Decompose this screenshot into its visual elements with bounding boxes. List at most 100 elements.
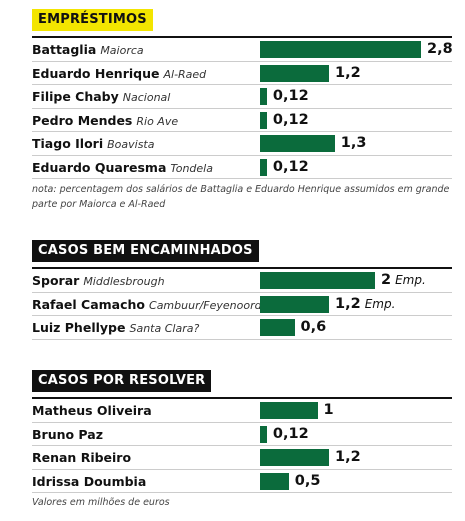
club: Al-Raed	[163, 67, 207, 81]
club: Cambuur/Feyenoord	[149, 298, 262, 312]
rule	[32, 267, 452, 269]
bar	[260, 272, 375, 289]
player-name: Filipe Chaby Nacional	[32, 85, 170, 109]
player: Idrissa Doumbia	[32, 473, 147, 489]
value-label-group: 0,12	[273, 109, 309, 132]
player: Bruno Paz	[32, 426, 103, 442]
player: Luiz Phellype	[32, 320, 126, 335]
row: Eduardo Henrique Al-Raed 1,2	[32, 62, 452, 86]
row: Renan Ribeiro 1,2	[32, 446, 452, 470]
player-name: Rafael Camacho Cambuur/Feyenoord	[32, 293, 262, 317]
bar	[260, 158, 267, 176]
bar	[260, 135, 335, 152]
player: Filipe Chaby	[32, 89, 119, 104]
value-label-group: 1	[324, 399, 334, 422]
value-label: 1,2	[335, 449, 361, 465]
player: Pedro Mendes	[32, 112, 133, 128]
bar	[260, 88, 267, 105]
club: Nacional	[122, 91, 171, 104]
section: CASOS POR RESOLVER Matheus Oliveira 1 Bruno…	[32, 369, 452, 493]
player: Sporar	[32, 273, 80, 288]
row: Idrissa Doumbia 0,5	[32, 470, 452, 493]
club: Rio Ave	[136, 114, 179, 128]
club: Middlesbrough	[83, 275, 165, 288]
player-name: Idrissa Doumbia	[32, 470, 146, 493]
row: Luiz Phellype Santa Clara? 0,6	[32, 316, 452, 340]
section: CASOS BEM ENCAMINHADOS Sporar Middlesbroug…	[32, 239, 452, 340]
value-label-group: 1,2	[335, 446, 361, 469]
bar	[260, 402, 318, 419]
section: EMPRÉSTIMOS Battaglia Maiorca 2,8 Eduardo He…	[32, 8, 453, 212]
bar	[260, 64, 329, 82]
section-title: EMPRÉSTIMOS	[32, 9, 153, 31]
player: Matheus Oliveira	[32, 403, 152, 418]
unit-label: Emp.	[364, 296, 396, 311]
value-label: 1,2	[335, 64, 361, 81]
player-name: Matheus Oliveira	[32, 399, 152, 422]
player: Battaglia	[32, 42, 97, 57]
value-label: 2	[381, 272, 392, 288]
row: Pedro Mendes Rio Ave 0,12	[32, 109, 452, 133]
value-label: 1,3	[340, 135, 367, 151]
value-label: 1,2	[335, 295, 361, 312]
player-name: Renan Ribeiro	[32, 446, 131, 469]
player-name: Tiago Ilori Boavista	[32, 132, 154, 156]
rule	[32, 397, 452, 399]
row: Bruno Paz 0,12	[32, 423, 452, 446]
player-name: Bruno Paz	[32, 423, 103, 446]
player-name: Eduardo Quaresma Tondela	[32, 156, 213, 180]
row: Battaglia Maiorca 2,8	[32, 38, 453, 62]
value-label: 0,6	[300, 319, 327, 335]
player: Renan Ribeiro	[32, 450, 132, 465]
bar	[260, 111, 267, 129]
bar	[260, 295, 329, 313]
player-name: Eduardo Henrique Al-Raed	[32, 62, 206, 86]
player: Tiago Ilori	[32, 136, 104, 151]
value-label-group: 0,5	[295, 470, 321, 493]
section-title: CASOS POR RESOLVER	[32, 370, 212, 392]
value-label: 2,8	[427, 41, 453, 57]
value-label-group: 1,3	[341, 132, 367, 155]
player-name: Sporar Middlesbrough	[32, 269, 165, 293]
club: Santa Clara?	[129, 322, 200, 335]
row: Eduardo Quaresma Tondela 0,12	[32, 156, 452, 180]
player-name: Pedro Mendes Rio Ave	[32, 109, 178, 133]
player-name: Luiz Phellype Santa Clara?	[32, 316, 199, 340]
club: Tondela	[170, 161, 213, 175]
club: Boavista	[107, 138, 155, 151]
bar	[260, 41, 421, 58]
club: Maiorca	[100, 44, 144, 57]
player-name: Battaglia Maiorca	[32, 38, 144, 62]
row: Rafael Camacho Cambuur/Feyenoord 1,2 Emp.	[32, 293, 452, 317]
bar	[260, 319, 295, 336]
value-label: 1	[323, 402, 334, 418]
value-label: 0,12	[272, 425, 309, 442]
value-label: 0,12	[272, 158, 309, 175]
row: Sporar Middlesbrough 2 Emp.	[32, 269, 452, 293]
value-label-group: 1,2	[335, 62, 361, 85]
bar	[260, 425, 267, 443]
section-title: CASOS BEM ENCAMINHADOS	[32, 240, 259, 262]
player: Rafael Camacho	[32, 296, 146, 312]
value-label: 0,5	[294, 472, 321, 489]
value-label-group: 0,12	[273, 423, 309, 446]
value-label: 0,12	[272, 88, 309, 104]
player: Eduardo Henrique	[32, 65, 160, 81]
row: Matheus Oliveira 1	[32, 399, 452, 423]
rule	[32, 36, 452, 38]
player: Eduardo Quaresma	[32, 159, 167, 175]
bar	[260, 472, 289, 490]
row: Tiago Ilori Boavista 1,3	[32, 132, 452, 156]
value-label-group: 2 Emp.	[381, 269, 426, 292]
value-label-group: 0,6	[301, 316, 327, 339]
note: nota: percentagem dos salários de Battag…	[32, 184, 450, 210]
unit-label: Emp.	[395, 273, 426, 287]
value-label: 0,12	[272, 111, 309, 128]
value-label-group: 1,2 Emp.	[335, 293, 395, 316]
value-label-group: 2,8	[427, 38, 453, 61]
row: Filipe Chaby Nacional 0,12	[32, 85, 452, 109]
footer-note: Valores em milhões de euros	[32, 497, 170, 508]
value-label-group: 0,12	[273, 85, 309, 108]
